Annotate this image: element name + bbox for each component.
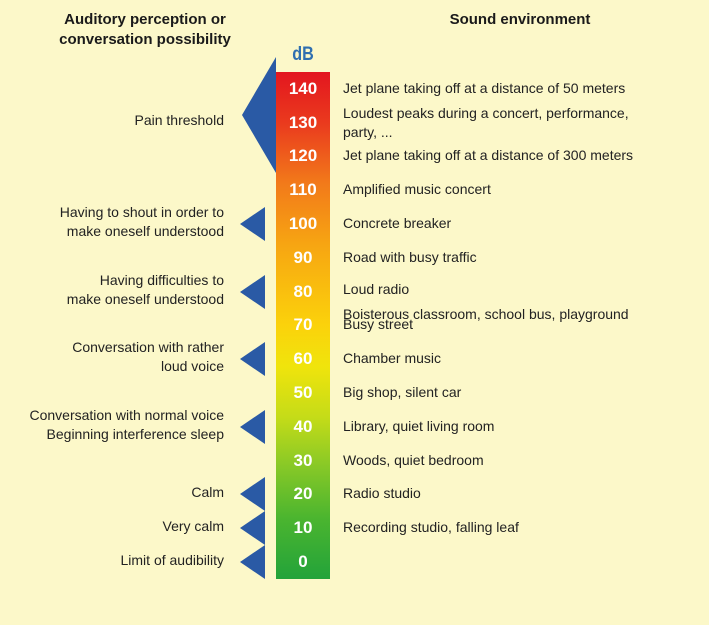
pointer-arrow-icon: [240, 342, 265, 377]
environment-item: Radio studio: [343, 485, 421, 502]
db-value-120: 120: [288, 146, 318, 166]
db-value-50: 50: [293, 383, 313, 402]
environment-item: Big shop, silent car: [343, 384, 462, 400]
environment-item: Library, quiet living room: [343, 417, 495, 434]
perception-item: Very calm: [162, 517, 224, 534]
db-value-100: 100: [288, 214, 318, 233]
environment-item: Jet plane taking off at a distance of 50…: [343, 79, 626, 96]
environment-item: Chamber music: [343, 350, 442, 367]
db-value-40: 40: [293, 416, 313, 436]
db-value-0: 0: [298, 552, 308, 571]
db-value-80: 80: [293, 281, 313, 301]
environment-item: Recording studio, falling leaf: [343, 519, 519, 536]
db-value-10: 10: [293, 518, 313, 538]
decibel-scale-bar: 140 130 120 110 100 90 80 70 60 50 40 30 20 10 0: [276, 72, 330, 579]
pointer-arrow-icon: [242, 56, 276, 173]
environment-header: Sound environment: [449, 11, 591, 28]
environment-item: Amplified music concert: [343, 181, 491, 198]
db-value-130: 130: [288, 112, 318, 132]
db-value-140: 140: [288, 78, 318, 98]
perception-item: Having to shout in order to make oneself…: [59, 204, 224, 239]
db-value-110: 110: [289, 180, 317, 200]
pointer-arrow-icon: [240, 545, 265, 579]
perception-item: Having difficulties to make oneself unde…: [66, 271, 224, 307]
environment-item: Loud radio: [343, 280, 410, 297]
perception-item: Limit of audibility: [120, 551, 225, 568]
db-value-70: 70: [293, 315, 313, 335]
pointer-arrow-icon: [240, 511, 265, 546]
pointer-arrow-icon: [240, 207, 265, 241]
db-value-60: 60: [293, 349, 313, 369]
environment-item: Boisterous classroom, school bus, playgr…: [343, 305, 629, 322]
perception-item: Conversation with rather loud voice: [72, 339, 224, 375]
pointer-arrow-icon: [240, 274, 265, 309]
perception-header: Auditory perception or conversation poss…: [59, 11, 231, 48]
environment-item: Jet plane taking off at a distance of 30…: [343, 147, 634, 164]
environment-item: Road with busy traffic: [343, 248, 477, 265]
perception-item: Conversation with normal voice Beginning…: [29, 406, 224, 442]
environment-item: Concrete breaker: [343, 215, 452, 231]
db-value-20: 20: [293, 484, 313, 504]
db-value-30: 30: [293, 450, 313, 470]
perception-item: Pain threshold: [134, 112, 224, 129]
environment-item: Woods, quiet bedroom: [343, 451, 484, 468]
db-value-90: 90: [293, 247, 313, 267]
environment-item: Busy street: [343, 316, 414, 333]
pointer-arrow-icon: [240, 477, 265, 512]
unit-label: dB: [292, 44, 314, 65]
pointer-arrow-icon: [240, 409, 265, 444]
environment-item: Loudest peaks during a concert, performa…: [343, 104, 629, 140]
perception-item: Calm: [191, 483, 224, 500]
